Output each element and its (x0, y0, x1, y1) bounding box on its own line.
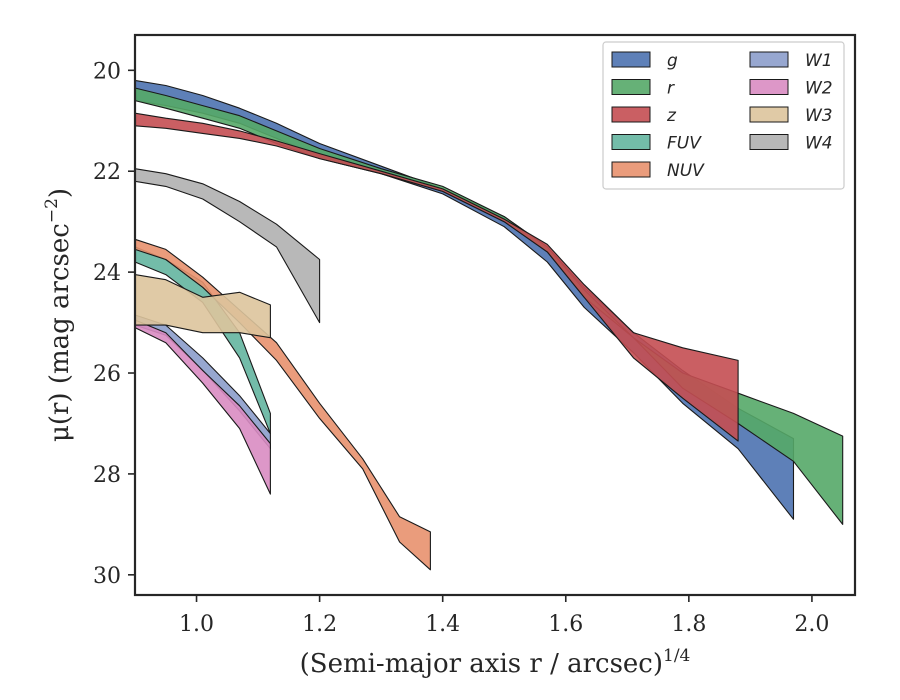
y-tick-label: 24 (93, 261, 121, 286)
band-fuv (134, 246, 271, 435)
legend-swatch-z (611, 106, 651, 123)
legend-label-w1: W1 (805, 51, 833, 71)
legend-label-w3: W3 (805, 106, 833, 126)
x-tick-label: 1.8 (671, 612, 706, 637)
x-tick-label: 2.0 (794, 612, 829, 637)
y-tick-label: 26 (93, 362, 121, 387)
band-w2 (134, 319, 271, 495)
bands-layer (134, 79, 844, 571)
y-tick-label: 20 (93, 59, 121, 84)
legend-label-w2: W2 (805, 79, 833, 99)
legend-label-g: g (667, 51, 678, 71)
y-tick-label: 30 (93, 564, 121, 589)
legend-swatch-nuv (611, 161, 651, 178)
x-tick-label: 1.2 (302, 612, 337, 637)
y-axis-label: μ(r) (mag arcsec−2) (42, 188, 75, 442)
legend-label-nuv: NUV (667, 161, 705, 181)
x-tick-label: 1.6 (548, 612, 583, 637)
band-z (134, 112, 739, 442)
x-axis-label: (Semi-major axis r / arcsec)1/4 (300, 646, 691, 679)
y-axis: 20 22 24 26 28 30 (93, 59, 135, 589)
legend-label-fuv: FUV (667, 134, 702, 154)
x-tick-label: 1.0 (179, 612, 214, 637)
band-w3 (134, 274, 271, 339)
legend-swatch-w1 (749, 51, 789, 68)
legend-frame (602, 41, 845, 190)
legend-swatch-fuv (611, 134, 651, 150)
legend-swatch-w3 (749, 106, 789, 123)
legend-label-z: z (666, 106, 677, 126)
band-w4 (134, 168, 321, 324)
legend: grz FUV NUV W1 W2 W3 W4 (602, 41, 845, 190)
x-tick-label: 1.4 (425, 612, 460, 637)
legend-swatch-r (611, 79, 651, 95)
plot-frame (133, 33, 857, 597)
legend-swatch-w2 (749, 79, 789, 95)
y-tick-label: 22 (93, 160, 121, 185)
legend-swatch-g (611, 51, 651, 68)
y-tick-label: 28 (93, 463, 121, 488)
legend-label-r: r (667, 79, 675, 99)
legend-label-w4: W4 (805, 134, 833, 154)
x-axis: 1.0 1.2 1.4 1.6 1.8 2.0 (179, 595, 829, 637)
legend-swatch-w4 (749, 134, 789, 150)
